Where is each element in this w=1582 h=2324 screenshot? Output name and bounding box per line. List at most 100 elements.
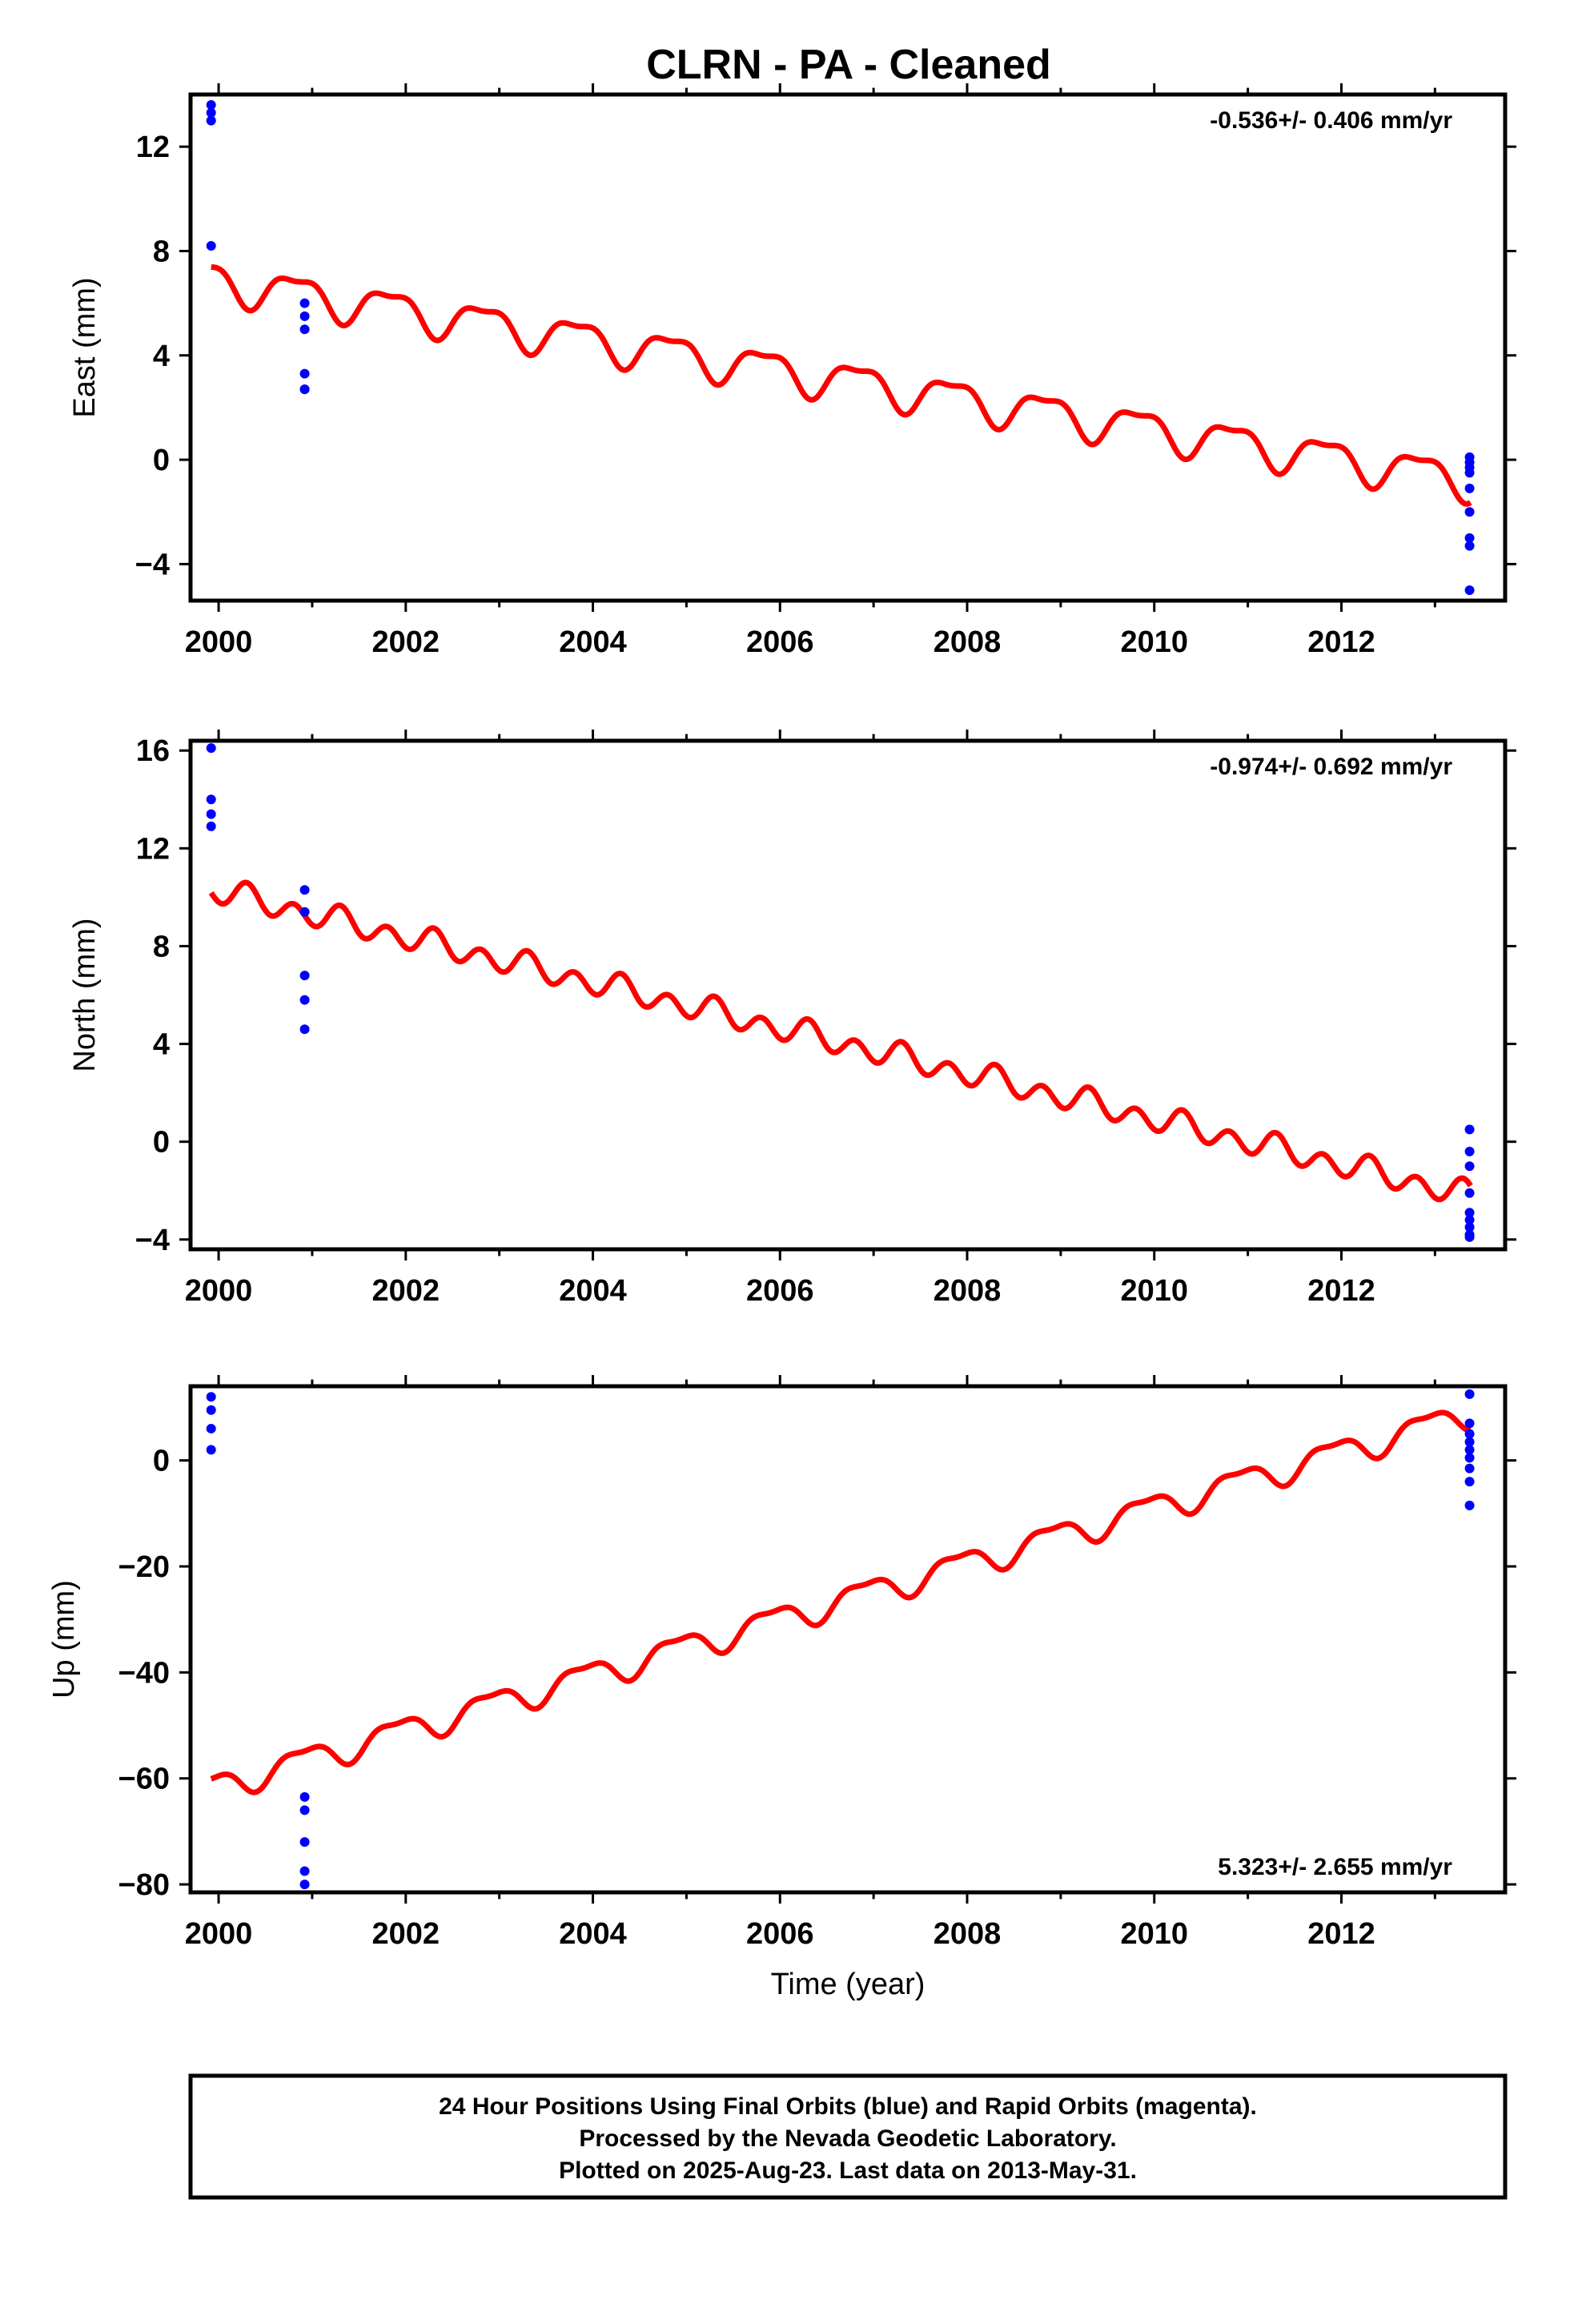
plot-frame xyxy=(188,1384,1508,1895)
data-point xyxy=(299,311,310,321)
data-point xyxy=(206,107,216,118)
y-tick-label: 0 xyxy=(153,1126,170,1160)
y-tick-label: 0 xyxy=(153,1445,170,1478)
plot-frame xyxy=(188,92,1508,603)
data-point xyxy=(299,324,310,335)
data-point xyxy=(299,1805,310,1815)
data-point xyxy=(206,794,216,805)
x-tick-label: 2006 xyxy=(746,625,814,659)
x-tick-label: 2004 xyxy=(559,625,627,659)
data-point xyxy=(206,743,216,754)
data-point xyxy=(206,1445,216,1455)
x-tick-label: 2004 xyxy=(559,1917,627,1951)
y-tick-label: 8 xyxy=(153,930,170,963)
x-tick-label: 2010 xyxy=(1120,1274,1188,1308)
y-tick-label: 16 xyxy=(136,734,170,768)
data-point xyxy=(1464,1429,1475,1439)
model-fit-line xyxy=(209,264,1472,507)
data-point xyxy=(1464,1208,1475,1218)
data-point xyxy=(1464,507,1475,517)
data-point xyxy=(1464,1232,1475,1242)
data-point xyxy=(1464,1453,1475,1463)
data-point xyxy=(299,1880,310,1890)
data-point xyxy=(206,809,216,819)
y-tick-label: −20 xyxy=(118,1550,170,1584)
data-point xyxy=(299,368,310,379)
y-tick-label: −4 xyxy=(135,1224,170,1257)
data-point xyxy=(299,1866,310,1876)
footer-line-2: Processed by the Nevada Geodetic Laborat… xyxy=(579,2125,1116,2152)
y-tick-label: −40 xyxy=(118,1656,170,1690)
data-point xyxy=(1464,1215,1475,1225)
data-point xyxy=(1464,533,1475,543)
data-point xyxy=(1464,1188,1475,1198)
x-tick-label: 2008 xyxy=(934,1274,1002,1308)
x-tick-label: 2008 xyxy=(934,1917,1002,1951)
data-point xyxy=(1464,1124,1475,1135)
data-point xyxy=(299,885,310,895)
data-point xyxy=(206,1392,216,1402)
data-point xyxy=(1464,1146,1475,1156)
data-point xyxy=(1464,1477,1475,1487)
data-point xyxy=(206,821,216,831)
x-tick-label: 2004 xyxy=(559,1274,627,1308)
y-tick-label: 12 xyxy=(136,832,170,866)
x-tick-label: 2012 xyxy=(1307,625,1375,659)
data-point xyxy=(299,1024,310,1035)
data-point xyxy=(299,1791,310,1802)
data-point xyxy=(1464,541,1475,551)
x-tick-label: 2002 xyxy=(372,1274,440,1308)
y-axis-label: Up (mm) xyxy=(47,1580,81,1699)
data-point xyxy=(1464,1389,1475,1399)
data-point xyxy=(299,907,310,917)
data-point xyxy=(1464,462,1475,472)
x-tick-label: 2000 xyxy=(185,1274,253,1308)
x-tick-label: 2006 xyxy=(746,1274,814,1308)
y-axis-label: North (mm) xyxy=(68,918,102,1072)
x-tick-label: 2002 xyxy=(372,625,440,659)
data-point xyxy=(206,240,216,251)
velocity-annotation: 5.323+/- 2.655 mm/yr xyxy=(1218,1854,1452,1880)
y-axis-label: East (mm) xyxy=(68,277,102,417)
y-tick-label: 0 xyxy=(153,444,170,477)
data-point xyxy=(206,1423,216,1433)
x-tick-label: 2000 xyxy=(185,625,253,659)
model-fit-line xyxy=(209,1409,1472,1795)
velocity-annotation: -0.536+/- 0.406 mm/yr xyxy=(1210,107,1452,134)
figure-title: CLRN - PA - Cleaned xyxy=(646,42,1051,88)
velocity-annotation: -0.974+/- 0.692 mm/yr xyxy=(1210,754,1452,780)
data-point xyxy=(1464,1463,1475,1474)
north-panel: 2000 2002 2004 2006 2008 2010 2012 −4 0 4 8 12 16 Nor… xyxy=(68,730,1516,1308)
model-fit-line xyxy=(208,879,1473,1203)
x-axis-label: Time (year) xyxy=(771,1968,926,2001)
y-tick-label: −4 xyxy=(135,548,170,581)
data-point xyxy=(1464,1437,1475,1447)
x-tick-label: 2012 xyxy=(1307,1917,1375,1951)
x-tick-label: 2008 xyxy=(934,625,1002,659)
data-point xyxy=(206,1405,216,1415)
y-tick-label: −80 xyxy=(118,1868,170,1902)
footer-box: 24 Hour Positions Using Final Orbits (bl… xyxy=(188,2073,1508,2200)
data-point xyxy=(206,115,216,126)
x-tick-label: 2006 xyxy=(746,1917,814,1951)
y-tick-label: −60 xyxy=(118,1763,170,1796)
data-point xyxy=(1464,1445,1475,1455)
footer-line-1: 24 Hour Positions Using Final Orbits (bl… xyxy=(439,2093,1257,2120)
footer-line-3: Plotted on 2025-Aug-23. Last data on 201… xyxy=(559,2157,1137,2184)
data-point xyxy=(206,100,216,111)
data-point xyxy=(1464,483,1475,493)
x-tick-label: 2012 xyxy=(1307,1274,1375,1308)
data-point xyxy=(1464,1500,1475,1510)
y-tick-label: 8 xyxy=(153,235,170,268)
data-point xyxy=(1464,585,1475,595)
y-tick-label: 4 xyxy=(153,1028,170,1062)
up-panel: 2000 2002 2004 2006 2008 2010 2012 −80 −60 −40 −20… xyxy=(47,1375,1516,1951)
plot-frame xyxy=(188,738,1508,1252)
data-point xyxy=(299,971,310,981)
data-point xyxy=(299,298,310,308)
data-point xyxy=(299,1837,310,1848)
data-point xyxy=(299,995,310,1005)
data-point xyxy=(1464,1161,1475,1172)
y-tick-label: 4 xyxy=(153,340,170,373)
